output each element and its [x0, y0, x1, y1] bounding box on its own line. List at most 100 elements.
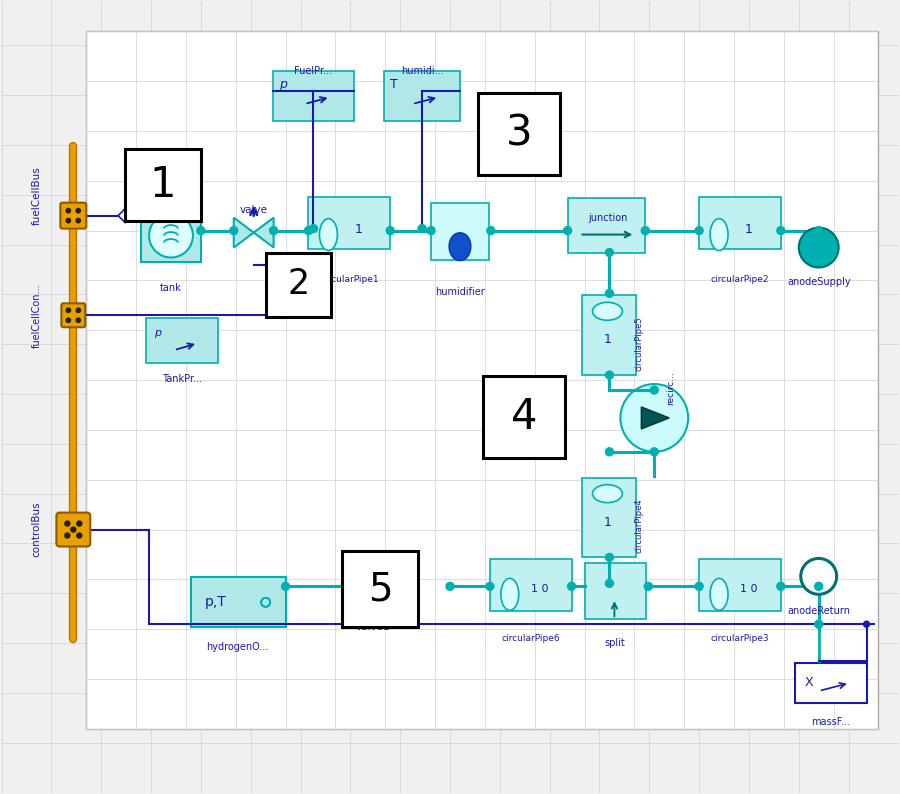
Circle shape: [695, 226, 703, 234]
Circle shape: [65, 533, 70, 538]
Circle shape: [606, 249, 614, 256]
Circle shape: [66, 218, 70, 223]
Bar: [125, 148, 201, 221]
Text: 1: 1: [604, 515, 611, 529]
Text: X: X: [805, 676, 814, 689]
Polygon shape: [449, 233, 471, 260]
Circle shape: [304, 226, 312, 234]
Circle shape: [76, 521, 82, 526]
Circle shape: [76, 533, 82, 538]
Circle shape: [230, 226, 238, 234]
Text: TankPr...: TankPr...: [162, 374, 202, 384]
Text: circularPipe3: circularPipe3: [711, 634, 770, 643]
Text: 3: 3: [506, 113, 532, 155]
Circle shape: [76, 209, 80, 213]
Polygon shape: [67, 308, 80, 322]
Circle shape: [270, 226, 277, 234]
Circle shape: [65, 521, 70, 526]
Bar: [342, 552, 418, 627]
Text: circularPipe1: circularPipe1: [320, 276, 379, 284]
Text: p: p: [154, 328, 161, 338]
Circle shape: [66, 318, 70, 322]
Text: controlBus: controlBus: [32, 502, 41, 557]
Ellipse shape: [500, 578, 518, 611]
Text: p: p: [279, 78, 286, 91]
Text: recirc...: recirc...: [666, 371, 675, 405]
Circle shape: [446, 582, 454, 590]
Text: 1: 1: [355, 222, 363, 236]
Text: circularPipe4: circularPipe4: [634, 499, 644, 553]
Text: hydrogenO...: hydrogenO...: [207, 642, 269, 652]
Text: 1: 1: [745, 222, 753, 236]
Circle shape: [644, 582, 652, 590]
FancyBboxPatch shape: [61, 303, 86, 327]
Circle shape: [651, 448, 658, 456]
Text: fuelCellBus: fuelCellBus: [32, 166, 41, 225]
Circle shape: [71, 527, 76, 532]
Ellipse shape: [592, 484, 623, 503]
Ellipse shape: [592, 303, 623, 320]
Text: split: split: [604, 638, 625, 648]
Circle shape: [801, 558, 837, 594]
FancyBboxPatch shape: [57, 513, 90, 546]
Circle shape: [349, 582, 357, 590]
Circle shape: [651, 386, 658, 394]
Circle shape: [863, 621, 869, 627]
Circle shape: [149, 214, 193, 257]
Bar: [86, 31, 878, 729]
Text: 1 0: 1 0: [740, 584, 758, 595]
Circle shape: [620, 384, 688, 452]
Circle shape: [814, 582, 823, 590]
Ellipse shape: [710, 578, 728, 611]
Circle shape: [66, 308, 70, 313]
Bar: [146, 318, 218, 363]
Text: circularPipe2: circularPipe2: [711, 276, 770, 284]
Circle shape: [486, 582, 494, 590]
FancyBboxPatch shape: [60, 202, 86, 229]
Circle shape: [76, 218, 80, 223]
Circle shape: [606, 448, 614, 456]
Circle shape: [606, 553, 614, 561]
Circle shape: [76, 318, 80, 322]
Circle shape: [197, 226, 205, 234]
Circle shape: [568, 582, 576, 590]
Circle shape: [310, 225, 318, 233]
Bar: [699, 560, 781, 611]
Text: 1: 1: [149, 164, 176, 206]
Text: junction: junction: [588, 213, 627, 222]
Circle shape: [799, 228, 839, 268]
Ellipse shape: [320, 218, 338, 251]
Text: humidi...: humidi...: [400, 66, 444, 76]
Text: valve: valve: [239, 205, 267, 214]
Text: anodeSupply: anodeSupply: [787, 277, 850, 287]
Bar: [384, 71, 460, 121]
Text: 1: 1: [604, 333, 611, 346]
Polygon shape: [67, 522, 80, 537]
Circle shape: [606, 289, 614, 297]
Text: 4: 4: [510, 396, 537, 438]
Text: 5: 5: [368, 570, 392, 608]
Text: circularPipe6: circularPipe6: [501, 634, 560, 643]
Text: circularPipe5: circularPipe5: [634, 316, 644, 371]
Text: tank: tank: [160, 283, 182, 294]
Bar: [309, 197, 391, 249]
Circle shape: [389, 582, 397, 590]
Circle shape: [606, 580, 614, 588]
Circle shape: [777, 226, 785, 234]
Bar: [584, 564, 646, 619]
Text: FuelPr...: FuelPr...: [294, 66, 332, 76]
Bar: [490, 560, 572, 611]
Circle shape: [777, 582, 785, 590]
Bar: [141, 205, 201, 263]
Polygon shape: [118, 209, 132, 222]
Bar: [581, 295, 636, 375]
Circle shape: [373, 566, 378, 572]
Text: T: T: [391, 78, 398, 91]
Text: fuelCellCon...: fuelCellCon...: [32, 283, 41, 348]
Circle shape: [487, 226, 495, 234]
Text: massF...: massF...: [811, 717, 850, 727]
Text: valve1: valve1: [356, 622, 391, 632]
Text: humidifier: humidifier: [435, 287, 485, 298]
Polygon shape: [354, 570, 393, 603]
Circle shape: [66, 209, 70, 213]
